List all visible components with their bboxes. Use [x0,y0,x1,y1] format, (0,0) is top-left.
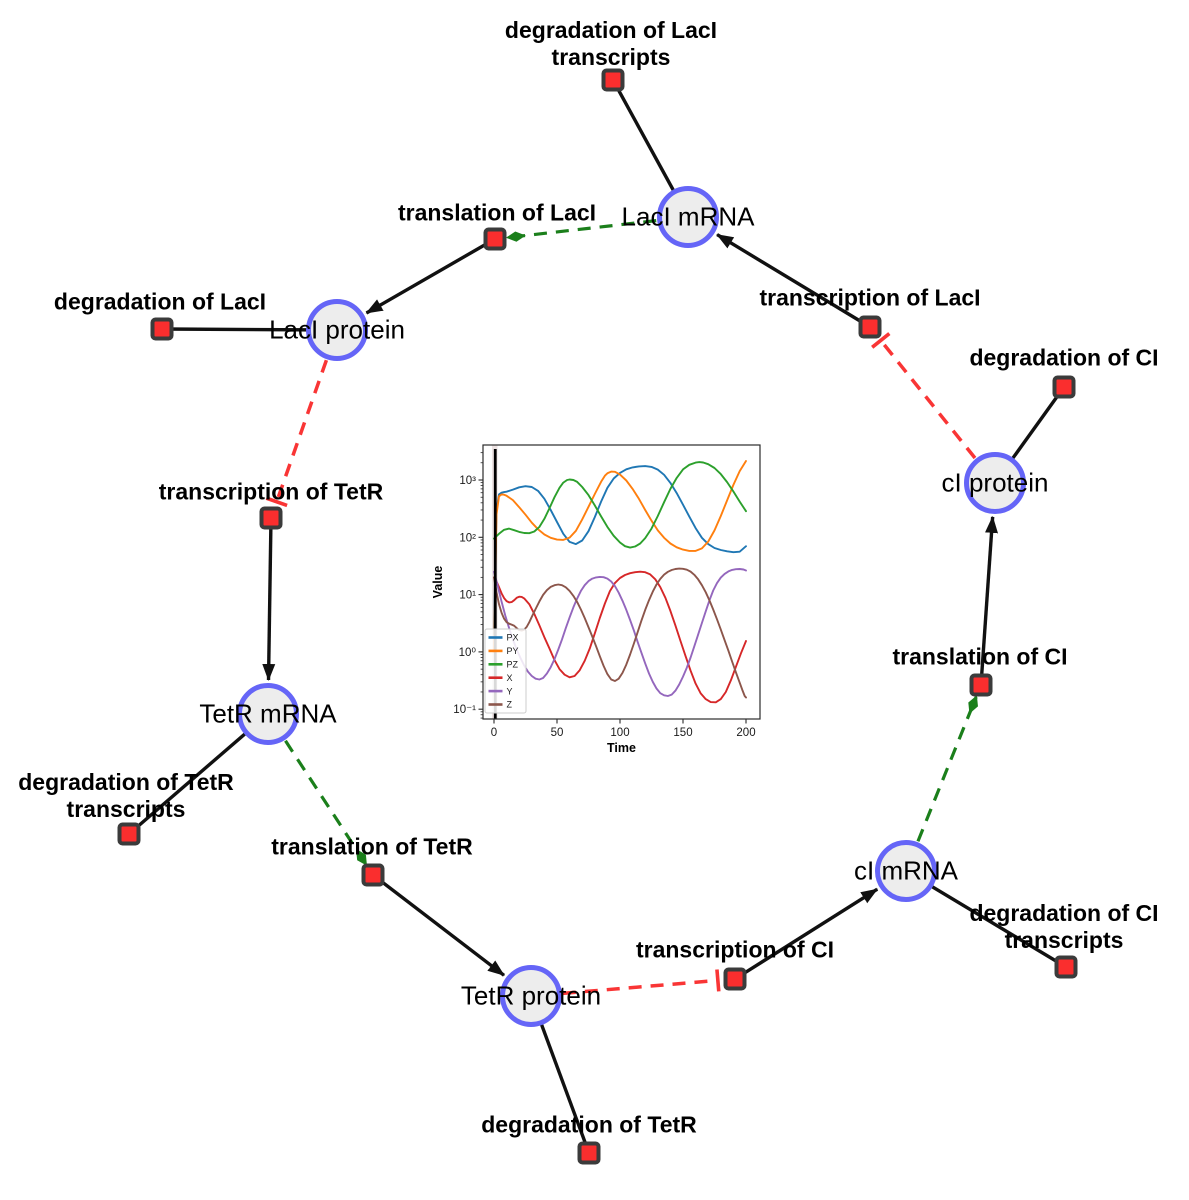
species-node-tetr-protein[interactable] [500,965,562,1027]
reaction-label-line: degradation of LacI [504,17,718,43]
edge-tetr-mrna-to-translation-tetr [284,739,368,866]
species-label-tetr-protein: TetR protein [460,980,602,1011]
reaction-label-translation-tetr: translation of TetR [271,834,472,861]
y-tick-label: 10³ [459,475,476,487]
series-line-Y [493,568,747,697]
legend-label-PY: PY [507,646,519,656]
reaction-label-transcription-ci: transcription of CI [636,937,834,964]
edge-transcription-tetr-to-tetr-mrna [262,517,276,682]
reaction-label-line: transcripts [1004,927,1124,953]
edge-laci-protein-to-transcription-tetr [265,359,329,508]
x-tick-label: 150 [673,727,692,739]
edge-ci-mrna-to-degradation-ci-transcripts [905,869,1067,969]
reaction-label-line: degradation of CI [969,900,1159,926]
time-series-inset-chart: 10³ 10² 10¹ 10⁰ 10⁻¹ 0 50 100 150 200 Time Value PX P… [428,435,773,765]
reaction-node-degradation-ci[interactable] [1052,375,1076,399]
reaction-node-transcription-laci[interactable] [858,315,882,339]
legend-box [484,628,527,714]
species-label-tetr-mrna: TetR mRNA [199,698,337,729]
edge-laci-mrna-to-translation-laci [505,219,657,242]
reaction-node-translation-tetr[interactable] [361,863,385,887]
edge-translation-laci-to-laci-protein [365,237,496,315]
series-line-Z [493,567,747,699]
x-axis-label: Time [607,741,636,755]
reaction-label-line: translation of TetR [271,833,473,860]
reaction-label-line: transcripts [66,796,186,822]
x-tick-label: 100 [610,727,629,739]
reaction-label-transcription-tetr: transcription of TetR [159,479,383,506]
reaction-node-degradation-tetr[interactable] [577,1141,601,1165]
series-line-PZ [493,461,747,549]
series-line-PY [493,460,747,653]
y-tick-label: 10¹ [459,590,476,602]
edge-translation-ci-to-ci-protein [979,515,999,686]
reaction-label-line: degradation of TetR [18,769,234,795]
reaction-node-degradation-ci-transcripts[interactable] [1054,955,1078,979]
x-tick-label: 50 [551,727,564,739]
reaction-label-line: degradation of LacI [53,288,267,315]
reaction-label-line: transcription of LacI [759,284,981,311]
legend-label-PZ: PZ [507,660,519,670]
reaction-node-degradation-tetr-transcripts[interactable] [117,822,141,846]
legend-label-Y: Y [507,686,513,696]
reaction-label-degradation-ci: degradation of CI [969,345,1158,372]
y-tick-label: 10² [459,532,476,544]
edge-transcription-laci-to-laci-mrna [716,233,871,329]
reaction-node-transcription-tetr[interactable] [259,506,283,530]
species-node-tetr-mrna[interactable] [237,683,299,745]
edge-tetr-protein-to-transcription-ci [562,969,721,996]
x-tick-label: 200 [736,727,755,739]
species-node-ci-mrna[interactable] [875,840,937,902]
species-label-ci-protein: cI protein [941,467,1049,498]
legend-label-PX: PX [507,633,519,643]
reaction-label-degradation-tetr: degradation of TetR [481,1112,697,1139]
chart-series-group [493,460,747,704]
reaction-label-line: degradation of TetR [481,1111,697,1138]
reaction-label-translation-laci: translation of LacI [398,200,596,227]
species-node-ci-protein[interactable] [964,452,1026,514]
reaction-label-line: transcripts [551,44,671,70]
y-axis-label: Value [431,566,445,599]
species-label-laci-protein: LacI protein [269,314,405,345]
reaction-node-translation-laci[interactable] [483,227,507,251]
reaction-label-degradation-ci-transcripts: degradation of CI transcripts [969,900,1158,954]
reaction-node-transcription-ci[interactable] [723,967,747,991]
edge-ci-mrna-to-translation-ci [916,695,978,842]
species-node-laci-protein[interactable] [306,299,368,361]
reaction-label-transcription-laci: transcription of LacI [759,285,980,312]
edge-transcription-ci-to-ci-mrna [734,887,879,981]
species-label-ci-mrna: cI mRNA [854,855,958,886]
reaction-node-degradation-laci[interactable] [150,317,174,341]
plot-frame [482,444,761,720]
reaction-label-degradation-laci: degradation of LacI [54,289,266,316]
x-tick-label: 0 [491,727,497,739]
reaction-label-line: translation of LacI [397,199,597,226]
series-line-X [493,570,747,704]
reaction-label-translation-ci: translation of CI [892,644,1067,671]
reaction-label-line: transcription of TetR [158,478,384,505]
chart-legend: PX PY PZ XYZ [484,628,527,714]
reaction-label-line: degradation of CI [969,344,1159,371]
series-line-PX [493,465,747,636]
edge-ci-protein-to-transcription-laci [871,332,977,460]
reaction-label-line: transcription of CI [635,936,835,963]
y-tick-label: 10⁻¹ [453,704,476,716]
legend-label-Z: Z [507,700,513,710]
reaction-label-degradation-laci-transcripts: degradation of LacI transcripts [505,17,717,71]
reaction-node-degradation-laci-transcripts[interactable] [601,68,625,92]
y-tick-label: 10⁰ [459,647,477,659]
reaction-node-translation-ci[interactable] [969,673,993,697]
reaction-label-line: translation of CI [892,643,1068,670]
species-label-laci-mrna: LacI mRNA [621,201,755,232]
edge-translation-tetr-to-tetr-protein [371,873,506,977]
legend-label-X: X [507,673,513,683]
species-node-laci-mrna[interactable] [657,186,719,248]
reaction-label-degradation-tetr-transcripts: degradation of TetR transcripts [18,769,234,823]
